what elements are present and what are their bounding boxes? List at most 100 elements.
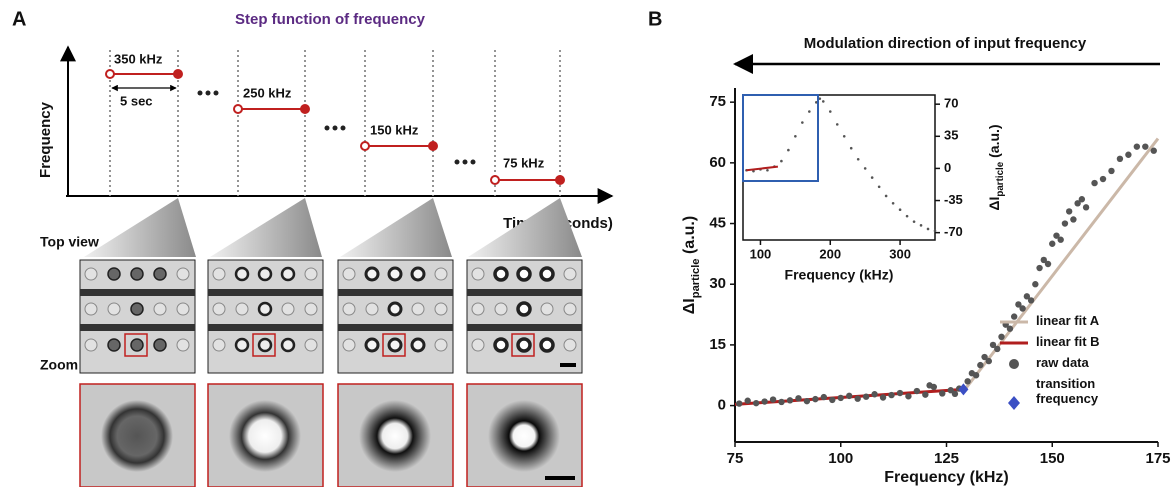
y-label-part: (a.u.) — [986, 124, 1002, 161]
data-point — [1027, 297, 1035, 304]
data-point — [846, 392, 853, 400]
data-point — [1006, 325, 1014, 332]
legend-label: linear fit B — [1036, 334, 1100, 349]
data-point — [862, 393, 870, 400]
particle — [516, 301, 532, 317]
y-label-part: ΔI — [681, 298, 698, 314]
particle — [281, 302, 295, 316]
particle — [130, 338, 144, 352]
data-point — [1061, 220, 1069, 227]
step-label: 150 kHz — [370, 122, 419, 137]
data-point — [1150, 147, 1157, 154]
panel-b: B Modulation direction of input frequenc… — [648, 8, 1160, 74]
step-label: 250 kHz — [243, 85, 292, 100]
y-tick-label: 60 — [709, 154, 726, 171]
data-point — [835, 123, 839, 126]
zoom-particle — [101, 400, 173, 472]
x-label: Frequency (kHz) — [785, 267, 894, 283]
particle — [563, 302, 577, 316]
data-point — [780, 159, 783, 163]
data-point — [812, 395, 819, 403]
x-tick-label: 150 — [1040, 450, 1065, 467]
x-tick-label: 200 — [819, 246, 841, 261]
data-point — [766, 168, 769, 172]
highlight — [511, 333, 535, 357]
channel-wall — [208, 324, 323, 331]
particle — [176, 267, 190, 281]
particle — [212, 302, 226, 316]
data-point — [1082, 204, 1090, 211]
particle — [493, 337, 509, 353]
particle — [304, 302, 318, 316]
data-point — [964, 378, 971, 385]
data-point — [919, 224, 923, 227]
particle — [153, 267, 167, 281]
channel-wall — [338, 324, 453, 331]
scale-bar — [545, 476, 575, 480]
particle — [410, 266, 426, 282]
step-label: 350 kHz — [114, 51, 163, 66]
data-point — [1032, 281, 1039, 288]
highlight-box — [742, 94, 819, 182]
particle — [342, 302, 356, 316]
particle — [539, 266, 555, 282]
data-point — [1142, 143, 1149, 150]
x-tick-label: 175 — [1145, 450, 1170, 467]
data-point — [951, 390, 959, 398]
data-point — [808, 110, 811, 113]
particle — [365, 302, 379, 316]
legend-entry: raw data — [1036, 355, 1089, 370]
y-tick-label: 0 — [944, 160, 951, 175]
highlight — [124, 333, 148, 357]
particle — [107, 302, 121, 316]
data-point — [1010, 313, 1018, 320]
highlight — [382, 333, 406, 357]
data-point — [884, 194, 888, 198]
y-tick-label: 75 — [709, 93, 726, 110]
data-point — [1108, 167, 1115, 175]
data-point — [905, 214, 909, 218]
particle — [434, 267, 448, 281]
data-point — [821, 100, 825, 103]
data-point — [926, 227, 930, 231]
particle — [434, 338, 448, 352]
legend-swatch — [1009, 359, 1019, 369]
channel-wall — [80, 324, 195, 331]
particle — [516, 266, 532, 282]
particle — [235, 302, 249, 316]
data-point — [1049, 240, 1056, 247]
y-tick-label: -35 — [944, 192, 963, 207]
legend-entry: linear fit A — [1036, 313, 1099, 328]
data-point — [913, 387, 921, 395]
y-label: ΔIparticle (a.u.) — [986, 124, 1006, 210]
y-tick-label: 15 — [709, 336, 726, 353]
data-point — [856, 157, 860, 161]
data-point — [787, 148, 790, 152]
data-point — [905, 393, 912, 400]
data-point — [977, 361, 984, 369]
y-tick-label: 70 — [944, 96, 958, 111]
transition-point — [958, 383, 969, 396]
legend-entry: linear fit B — [1036, 334, 1100, 349]
guides — [109, 50, 561, 196]
data-point — [803, 397, 811, 405]
data-point — [829, 396, 836, 404]
data-point — [947, 387, 954, 394]
data-point — [1099, 175, 1107, 183]
data-point — [1133, 143, 1141, 150]
y-label: ΔIparticle (a.u.) — [681, 216, 702, 314]
data-point — [972, 372, 980, 379]
particle — [107, 338, 121, 352]
y-label-part: particle — [995, 161, 1006, 196]
data-point — [998, 333, 1005, 341]
x-tick-label: 125 — [934, 450, 959, 467]
particle — [563, 267, 577, 281]
data-point — [815, 101, 818, 104]
data-point — [933, 229, 937, 233]
y-tick-label: -70 — [944, 224, 963, 239]
data-point — [786, 397, 794, 404]
data-point — [870, 176, 874, 179]
scale-bar — [560, 363, 576, 367]
particle — [84, 338, 98, 352]
particle — [563, 338, 577, 352]
